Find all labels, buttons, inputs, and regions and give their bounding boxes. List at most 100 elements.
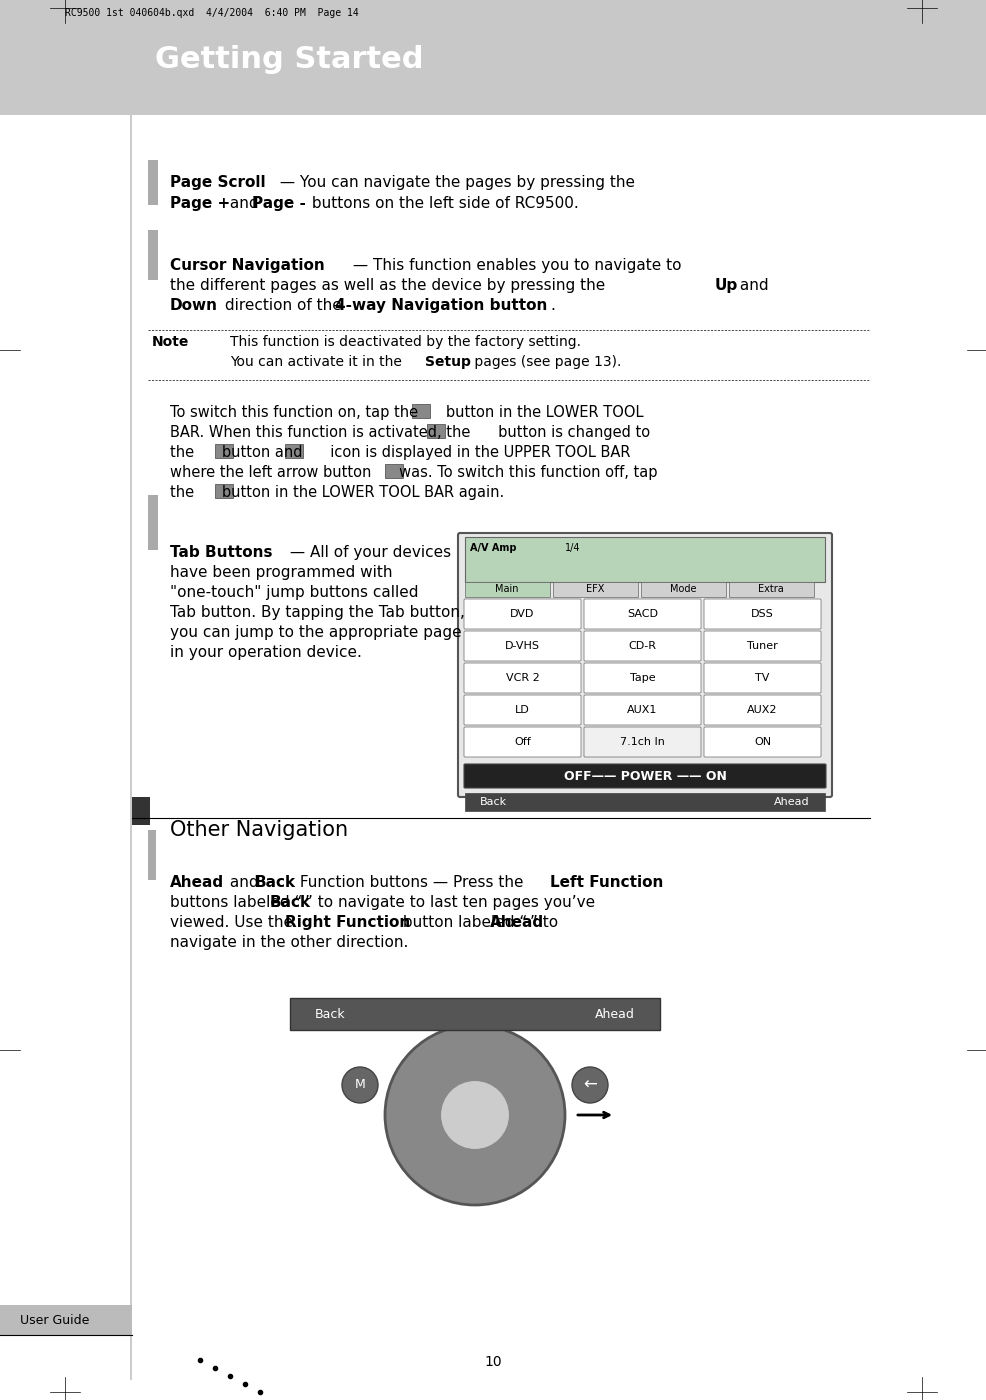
FancyBboxPatch shape [584, 599, 700, 629]
Circle shape [572, 1067, 607, 1103]
Bar [552, 582, 637, 596]
Text: 10: 10 [484, 1355, 501, 1369]
Text: ” to: ” to [529, 916, 557, 930]
Text: — This function enables you to navigate to: — This function enables you to navigate … [348, 258, 680, 273]
Text: LD: LD [515, 706, 529, 715]
Text: and: and [225, 875, 263, 890]
Text: buttons labeled “: buttons labeled “ [170, 895, 302, 910]
Text: Setup: Setup [425, 356, 470, 370]
Text: pages (see page 13).: pages (see page 13). [469, 356, 621, 370]
Text: Up: Up [714, 279, 738, 293]
Text: TV: TV [754, 673, 769, 683]
Bar [290, 998, 660, 1030]
Text: Ahead: Ahead [489, 916, 543, 930]
Bar [0, 0, 986, 115]
Text: the different pages as well as the device by pressing the: the different pages as well as the devic… [170, 279, 609, 293]
Text: navigate in the other direction.: navigate in the other direction. [170, 935, 408, 951]
FancyBboxPatch shape [584, 631, 700, 661]
Text: AUX1: AUX1 [627, 706, 657, 715]
FancyBboxPatch shape [584, 727, 700, 757]
Text: buttons on the left side of RC9500.: buttons on the left side of RC9500. [307, 196, 578, 211]
Text: Getting Started: Getting Started [155, 45, 423, 74]
Bar [464, 538, 824, 582]
Text: Back: Back [479, 797, 507, 806]
Text: Tab button. By tapping the Tab button,: Tab button. By tapping the Tab button, [170, 605, 464, 620]
Text: Cursor Navigation: Cursor Navigation [170, 258, 324, 273]
Bar [464, 582, 549, 596]
Text: VCR 2: VCR 2 [505, 673, 538, 683]
Text: Ahead: Ahead [774, 797, 810, 806]
FancyBboxPatch shape [463, 631, 581, 661]
Text: and: and [225, 196, 263, 211]
Bar [130, 115, 132, 1380]
Text: have been programmed with: have been programmed with [170, 566, 392, 580]
FancyBboxPatch shape [463, 694, 581, 725]
Text: Ahead: Ahead [595, 1008, 634, 1022]
Text: and: and [735, 279, 768, 293]
Text: OFF—— POWER —— ON: OFF—— POWER —— ON [563, 770, 726, 783]
Text: you can jump to the appropriate page: you can jump to the appropriate page [170, 624, 461, 640]
Text: Right Function: Right Function [285, 916, 410, 930]
Bar [148, 230, 158, 280]
FancyBboxPatch shape [703, 631, 820, 661]
Text: User Guide: User Guide [20, 1313, 90, 1327]
Text: direction of the: direction of the [220, 298, 346, 314]
Text: M: M [354, 1078, 365, 1092]
Circle shape [440, 1079, 510, 1149]
Bar [148, 830, 156, 881]
Text: Back: Back [254, 875, 296, 890]
Circle shape [385, 1025, 564, 1205]
Text: AUX2: AUX2 [746, 706, 777, 715]
Text: Back: Back [315, 1008, 345, 1022]
FancyBboxPatch shape [458, 533, 831, 797]
Text: Page -: Page - [251, 196, 306, 211]
FancyBboxPatch shape [703, 599, 820, 629]
Text: the      button in the LOWER TOOL BAR again.: the button in the LOWER TOOL BAR again. [170, 484, 504, 500]
Bar [215, 484, 233, 498]
Text: CD-R: CD-R [628, 641, 656, 651]
Bar [285, 444, 303, 458]
FancyBboxPatch shape [463, 599, 581, 629]
Text: ON: ON [753, 736, 770, 748]
Text: DSS: DSS [750, 609, 773, 619]
Text: .: . [549, 298, 554, 314]
Text: 7.1ch In: 7.1ch In [619, 736, 665, 748]
Text: in your operation device.: in your operation device. [170, 645, 362, 659]
Text: 1/4: 1/4 [564, 543, 580, 553]
Text: RC9500 1st 040604b.qxd  4/4/2004  6:40 PM  Page 14: RC9500 1st 040604b.qxd 4/4/2004 6:40 PM … [65, 8, 358, 18]
FancyBboxPatch shape [703, 727, 820, 757]
Text: Extra: Extra [757, 584, 783, 594]
Text: "one-touch" jump buttons called: "one-touch" jump buttons called [170, 585, 418, 601]
FancyBboxPatch shape [584, 694, 700, 725]
Text: Tuner: Tuner [746, 641, 777, 651]
Text: SACD: SACD [626, 609, 658, 619]
Text: — All of your devices: — All of your devices [285, 545, 451, 560]
FancyBboxPatch shape [463, 727, 581, 757]
Text: button labeled “: button labeled “ [397, 916, 527, 930]
Text: — You can navigate the pages by pressing the: — You can navigate the pages by pressing… [275, 175, 634, 190]
Text: Page Scroll: Page Scroll [170, 175, 265, 190]
Bar [148, 496, 158, 550]
Bar [427, 424, 445, 438]
Bar [132, 797, 150, 825]
Bar [385, 463, 402, 477]
Bar [215, 444, 233, 458]
Text: Page +: Page + [170, 196, 230, 211]
FancyBboxPatch shape [703, 664, 820, 693]
Text: the      button and      icon is displayed in the UPPER TOOL BAR: the button and icon is displayed in the … [170, 445, 630, 461]
Bar [640, 582, 726, 596]
Bar [0, 1305, 132, 1336]
Text: ” to navigate to last ten pages you’ve: ” to navigate to last ten pages you’ve [305, 895, 595, 910]
Text: 4-way Navigation button: 4-way Navigation button [334, 298, 547, 314]
Text: Off: Off [514, 736, 530, 748]
Text: where the left arrow button      was. To switch this function off, tap: where the left arrow button was. To swit… [170, 465, 657, 480]
Text: Tape: Tape [629, 673, 655, 683]
Bar [411, 405, 430, 419]
Text: DVD: DVD [510, 609, 534, 619]
Text: Ahead: Ahead [170, 875, 224, 890]
Text: EFX: EFX [586, 584, 603, 594]
Text: Function buttons — Press the: Function buttons — Press the [295, 875, 528, 890]
FancyBboxPatch shape [463, 764, 825, 788]
Bar [729, 582, 813, 596]
Circle shape [342, 1067, 378, 1103]
